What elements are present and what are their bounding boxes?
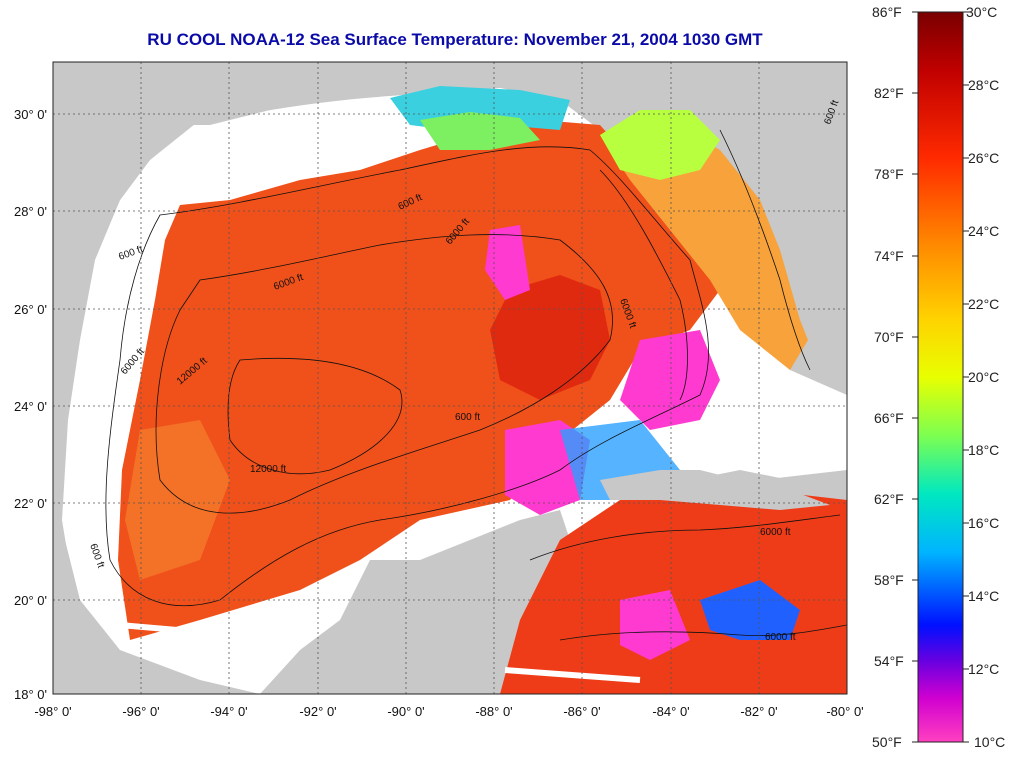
east-cold-patch xyxy=(620,330,720,430)
central-cold-patch xyxy=(485,225,530,300)
bathymetry-contours xyxy=(105,129,847,641)
map-frame xyxy=(52,61,848,695)
caribbean-blue-patches xyxy=(700,580,800,640)
graticule xyxy=(53,62,847,694)
y-axis-ticks: 30° 0' 28° 0' 26° 0' 24° 0' 22° 0' 20° 0… xyxy=(14,107,47,702)
y-tick-label: 28° 0' xyxy=(14,204,47,219)
colorbar-c-label: 26°C xyxy=(968,150,1000,166)
y-tick-label: 26° 0' xyxy=(14,302,47,317)
north-coast-green xyxy=(420,112,540,150)
colorbar-c-label: 30°C xyxy=(966,4,998,20)
y-tick-label: 20° 0' xyxy=(14,593,47,608)
colorbar xyxy=(917,11,964,743)
x-tick-label: -84° 0' xyxy=(652,704,689,719)
colorbar-c-label: 10°C xyxy=(974,734,1006,750)
sst-warm-field xyxy=(118,120,720,640)
colorbar-f-label: 50°F xyxy=(872,734,902,750)
swath-gap xyxy=(504,667,641,683)
swath-gap xyxy=(119,622,271,641)
colorbar-f-label: 66°F xyxy=(874,410,904,426)
contour-label: 600 ft xyxy=(455,412,480,423)
x-tick-label: -90° 0' xyxy=(387,704,424,719)
colorbar-c-label: 22°C xyxy=(968,296,1000,312)
contour-label: 12000 ft xyxy=(250,464,286,475)
us-coast-land xyxy=(190,62,700,125)
colorbar-ticks xyxy=(912,11,969,743)
x-tick-label: -98° 0' xyxy=(34,704,71,719)
y-tick-label: 18° 0' xyxy=(14,687,47,702)
colorbar-c-label: 28°C xyxy=(968,77,1000,93)
colorbar-f-label: 70°F xyxy=(874,329,904,345)
x-tick-label: -86° 0' xyxy=(563,704,600,719)
sst-hot-core xyxy=(490,275,610,400)
y-tick-label: 22° 0' xyxy=(14,496,47,511)
sst-west-band xyxy=(125,420,230,580)
colorbar-f-label: 58°F xyxy=(874,572,904,588)
colorbar-f-label: 86°F xyxy=(872,4,902,20)
y-tick-label: 24° 0' xyxy=(14,399,47,414)
yucatan-land xyxy=(260,510,570,694)
contour-label: 6000 ft xyxy=(765,632,796,643)
colorbar-c-label: 12°C xyxy=(968,661,1000,677)
colorbar-c-label: 24°C xyxy=(968,223,1000,239)
colorbar-f-label: 62°F xyxy=(874,491,904,507)
caribbean-warm xyxy=(500,480,847,694)
colorbar-f-label: 74°F xyxy=(874,248,904,264)
y-tick-label: 30° 0' xyxy=(14,107,47,122)
cuba-west-land xyxy=(690,470,780,492)
x-tick-label: -92° 0' xyxy=(299,704,336,719)
colorbar-c-label: 18°C xyxy=(968,442,1000,458)
map-area: 600 ft 6000 ft 600 ft 6000 ft 12000 ft 6… xyxy=(53,62,847,694)
contour-label: 6000 ft xyxy=(760,527,791,538)
x-tick-label: -96° 0' xyxy=(122,704,159,719)
colorbar-f-label: 78°F xyxy=(874,166,904,182)
caribbean-cool-patches xyxy=(620,590,690,660)
big-bend-cool xyxy=(600,110,720,180)
colorbar-f-label: 82°F xyxy=(874,85,904,101)
x-tick-label: -94° 0' xyxy=(210,704,247,719)
chart-title: RU COOL NOAA-12 Sea Surface Temperature:… xyxy=(147,30,763,49)
x-tick-label: -88° 0' xyxy=(475,704,512,719)
x-tick-label: -82° 0' xyxy=(740,704,777,719)
colorbar-c-label: 16°C xyxy=(968,515,1000,531)
colorbar-c-label: 20°C xyxy=(968,369,1000,385)
x-axis-ticks: -98° 0' -96° 0' -94° 0' -92° 0' -90° 0' … xyxy=(34,704,863,719)
colorbar-c-label: 14°C xyxy=(968,588,1000,604)
florida-land xyxy=(700,62,847,380)
colorbar-f-label: 54°F xyxy=(874,653,904,669)
x-tick-label: -80° 0' xyxy=(826,704,863,719)
mexico-land xyxy=(53,62,260,694)
